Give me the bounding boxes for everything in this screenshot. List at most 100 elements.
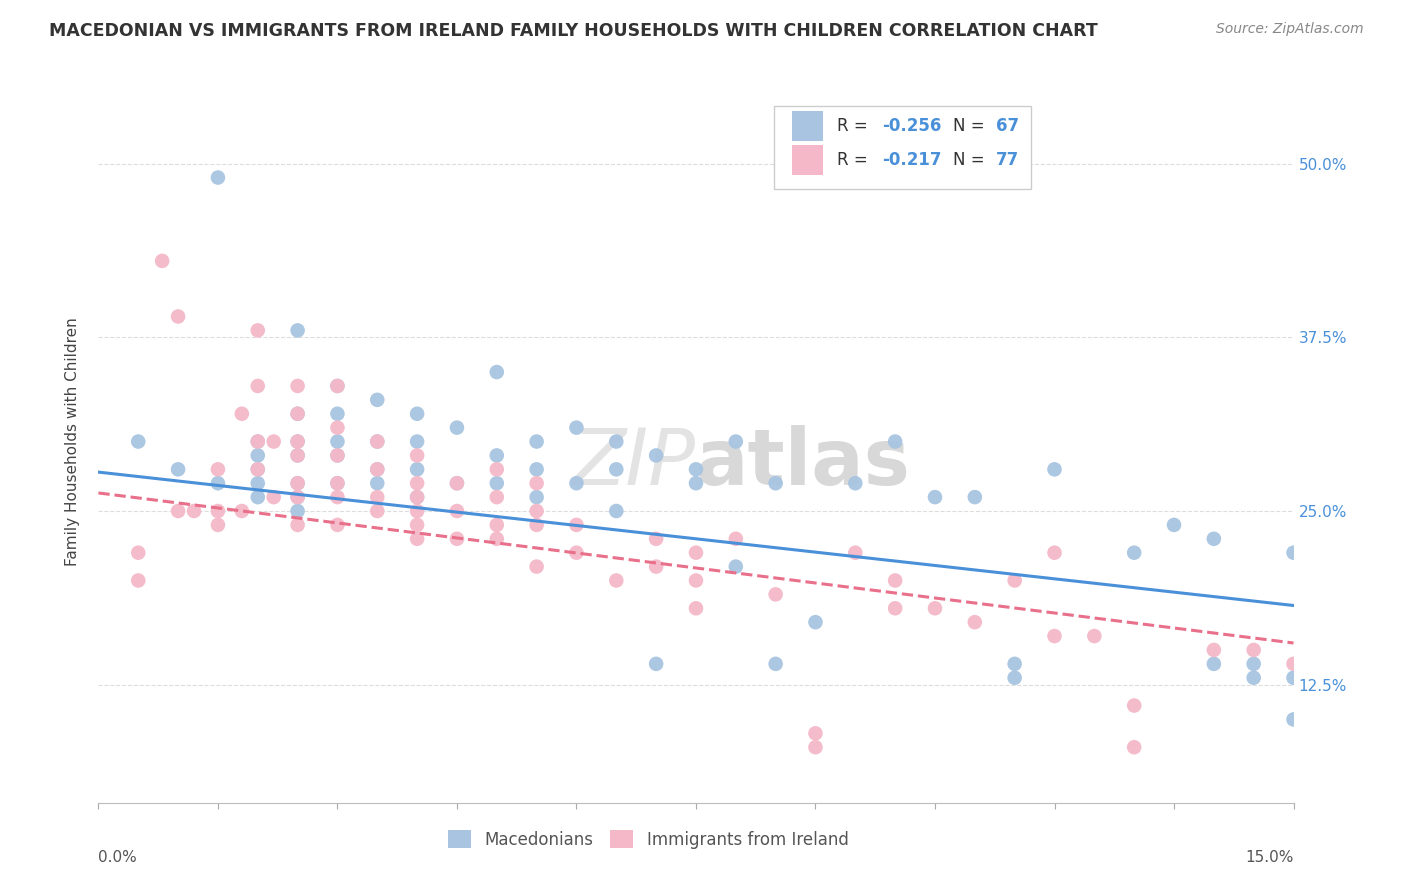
Point (1282, 713, 1305, 727)
Point (1043, 629, 1066, 643)
Point (366, 490, 388, 504)
Point (446, 532, 468, 546)
Point (1123, 740, 1146, 755)
Point (366, 434, 388, 449)
Point (1043, 546, 1066, 560)
Point (207, 504, 229, 518)
Point (645, 532, 668, 546)
Point (1163, 517, 1185, 532)
Point (924, 490, 946, 504)
Point (485, 517, 508, 532)
Point (326, 517, 349, 532)
Point (963, 490, 986, 504)
Point (844, 546, 866, 560)
Point (246, 462, 269, 476)
Point (406, 532, 429, 546)
Point (406, 407, 429, 421)
Point (804, 615, 827, 630)
Point (287, 407, 309, 421)
Point (1243, 657, 1265, 671)
Point (565, 517, 588, 532)
Point (127, 546, 149, 560)
Point (246, 323, 269, 337)
Point (884, 434, 907, 449)
Point (406, 517, 429, 532)
Point (526, 504, 548, 518)
Point (804, 726, 827, 740)
Point (167, 504, 190, 518)
Point (605, 434, 627, 449)
Point (446, 476, 468, 491)
Point (605, 574, 627, 588)
Text: atlas: atlas (696, 425, 911, 501)
Point (685, 462, 707, 476)
Point (526, 517, 548, 532)
Point (406, 462, 429, 476)
Point (765, 476, 787, 491)
Point (326, 434, 349, 449)
Text: R =: R = (837, 117, 873, 135)
Text: 15.0%: 15.0% (1246, 850, 1294, 864)
FancyBboxPatch shape (773, 105, 1031, 189)
Point (924, 601, 946, 615)
Point (207, 476, 229, 491)
Point (246, 449, 269, 463)
Point (685, 601, 707, 615)
Point (485, 490, 508, 504)
Point (366, 462, 388, 476)
Point (127, 434, 149, 449)
Point (263, 434, 285, 449)
Point (406, 449, 429, 463)
Point (685, 574, 707, 588)
Text: ZIP: ZIP (574, 425, 696, 501)
Point (246, 434, 269, 449)
Point (406, 490, 429, 504)
Point (326, 420, 349, 434)
Point (685, 476, 707, 491)
Text: 0.0%: 0.0% (98, 850, 138, 864)
Point (326, 490, 349, 504)
Point (326, 476, 349, 491)
Point (406, 504, 429, 518)
Point (724, 532, 747, 546)
Point (1202, 532, 1225, 546)
Point (207, 170, 229, 185)
Point (485, 476, 508, 491)
Point (231, 504, 253, 518)
Point (1282, 671, 1305, 685)
Point (485, 449, 508, 463)
Point (406, 476, 429, 491)
Point (685, 546, 707, 560)
Point (645, 657, 668, 671)
Point (246, 379, 269, 393)
Text: 67: 67 (995, 117, 1019, 135)
Point (526, 434, 548, 449)
Point (326, 379, 349, 393)
Point (1004, 574, 1026, 588)
Point (366, 476, 388, 491)
Point (804, 740, 827, 755)
Text: -0.217: -0.217 (883, 151, 942, 169)
Point (326, 379, 349, 393)
Point (326, 476, 349, 491)
Point (366, 434, 388, 449)
Point (167, 310, 190, 324)
Point (246, 476, 269, 491)
Point (963, 615, 986, 630)
Point (605, 462, 627, 476)
Point (565, 476, 588, 491)
Point (446, 504, 468, 518)
Point (446, 420, 468, 434)
Point (526, 559, 548, 574)
Point (287, 476, 309, 491)
Point (1243, 671, 1265, 685)
Point (526, 462, 548, 476)
Point (287, 476, 309, 491)
Point (1202, 643, 1225, 657)
Point (287, 323, 309, 337)
Point (485, 365, 508, 379)
Legend: Macedonians, Immigrants from Ireland: Macedonians, Immigrants from Ireland (447, 830, 849, 848)
Point (287, 449, 309, 463)
Point (263, 490, 285, 504)
FancyBboxPatch shape (792, 111, 823, 141)
